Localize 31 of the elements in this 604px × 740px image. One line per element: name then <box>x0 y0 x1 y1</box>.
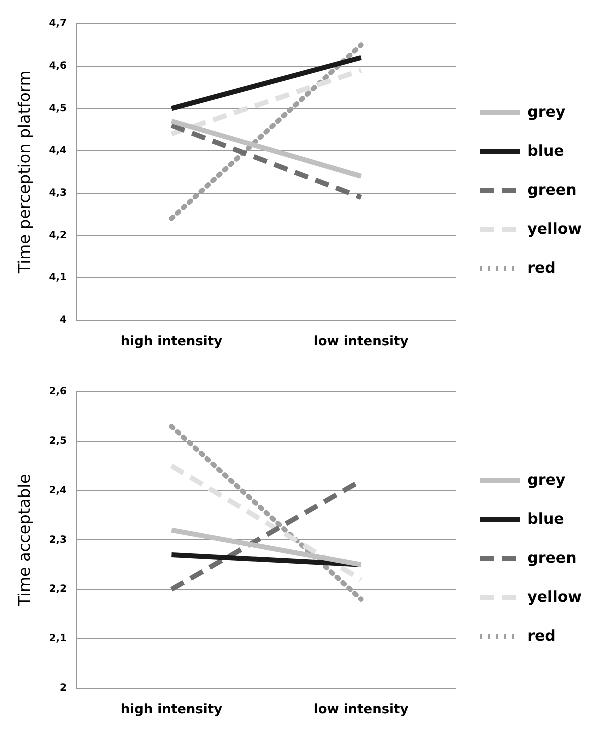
y-tick-label: 2,3 <box>49 534 67 546</box>
y-tick-label: 4,4 <box>49 146 67 157</box>
y-tick-label: 4 <box>60 314 67 326</box>
y-axis-title: Time acceptable <box>14 474 34 608</box>
y-tick-label: 4,5 <box>49 103 67 114</box>
y-tick-label: 4,1 <box>49 272 67 284</box>
x-tick-label: low intensity <box>314 334 410 350</box>
x-tick-label: low intensity <box>314 702 410 718</box>
y-tick-label: 2 <box>60 682 67 694</box>
legend-label: green <box>528 548 577 567</box>
legend-label: blue <box>528 142 564 160</box>
legend-label: yellow <box>528 588 582 606</box>
legend-label: grey <box>528 470 566 489</box>
y-tick-label: 4,6 <box>49 60 67 72</box>
x-tick-label: high intensity <box>120 702 224 718</box>
legend-label: grey <box>528 102 566 121</box>
legend-label: red <box>528 258 556 277</box>
y-tick-label: 2,4 <box>49 485 67 496</box>
x-tick-label: high intensity <box>120 334 224 350</box>
legend-label: red <box>528 626 556 645</box>
legend-label: blue <box>528 510 564 528</box>
legend-label: yellow <box>528 220 582 238</box>
y-tick-label: 2,1 <box>49 634 67 645</box>
y-tick-label: 2,2 <box>49 584 67 596</box>
y-tick-label: 4,2 <box>49 230 67 242</box>
legend-label: green <box>528 180 577 199</box>
y-tick-label: 4,7 <box>49 18 67 30</box>
y-axis-title: Time perception platform <box>14 70 34 275</box>
y-tick-label: 2,6 <box>49 386 67 398</box>
y-tick-label: 2,5 <box>49 436 67 447</box>
y-tick-label: 4,3 <box>49 188 67 199</box>
